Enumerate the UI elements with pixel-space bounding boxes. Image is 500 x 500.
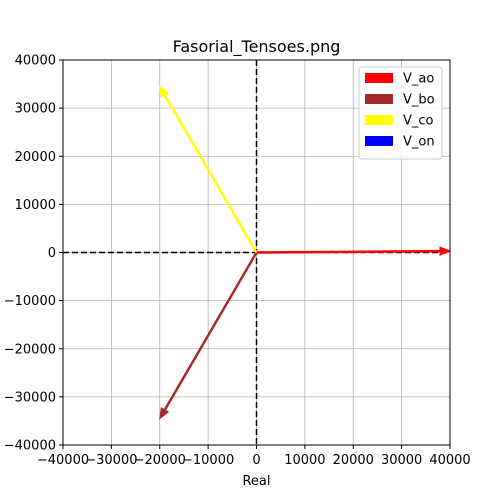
y-tick-label: −40000: [4, 439, 56, 454]
x-axis-label: Real: [242, 474, 270, 489]
x-tick-label: 20000: [333, 453, 374, 468]
phasor-v-co-line: [163, 94, 258, 254]
legend-label: V_bo: [403, 93, 435, 108]
y-tick-label: 10000: [15, 198, 56, 213]
y-tick-label: −10000: [4, 294, 56, 309]
y-tick-label: 40000: [15, 54, 56, 69]
y-tick-label: 20000: [15, 150, 56, 165]
phasor-v-ao-line: [256, 249, 441, 254]
phasor-v-co-arrowhead: [159, 85, 170, 98]
legend-swatch: [365, 73, 393, 83]
phasor-v-bo-line: [163, 251, 258, 411]
x-tick-label: 0: [252, 453, 260, 468]
legend-swatch: [365, 115, 393, 125]
y-axis-ticks: −40000 −30000 −20000 −10000 0 10000 20000 30000…: [4, 54, 63, 454]
legend-label: V_co: [403, 114, 434, 129]
x-axis-ticks: −40000−30000−20000−10000 0 10000 20000 30000…: [37, 445, 471, 468]
y-tick-label: −20000: [4, 342, 56, 357]
legend-label: V_ao: [403, 72, 434, 87]
y-tick-label: −30000: [4, 390, 56, 405]
x-tick-label: −20000: [134, 453, 186, 468]
phasor-v-bo-arrowhead: [159, 407, 170, 420]
y-tick-label: 30000: [15, 102, 56, 117]
y-tick-label: 0: [48, 246, 56, 261]
phasor-v-ao-arrowhead: [439, 246, 452, 256]
legend: V_ao V_bo V_co V_on: [358, 66, 443, 160]
legend-swatch: [365, 136, 393, 146]
phasor-vectors: [159, 85, 452, 420]
x-tick-label: 30000: [381, 453, 422, 468]
x-tick-label: −10000: [182, 453, 234, 468]
x-tick-label: −40000: [37, 453, 89, 468]
x-tick-label: 10000: [284, 453, 325, 468]
legend-label: V_on: [403, 135, 435, 150]
legend-swatch: [365, 94, 393, 104]
x-tick-label: 40000: [429, 453, 470, 468]
chart-title: Fasorial_Tensoes.png: [173, 37, 341, 57]
x-tick-label: −30000: [85, 453, 137, 468]
